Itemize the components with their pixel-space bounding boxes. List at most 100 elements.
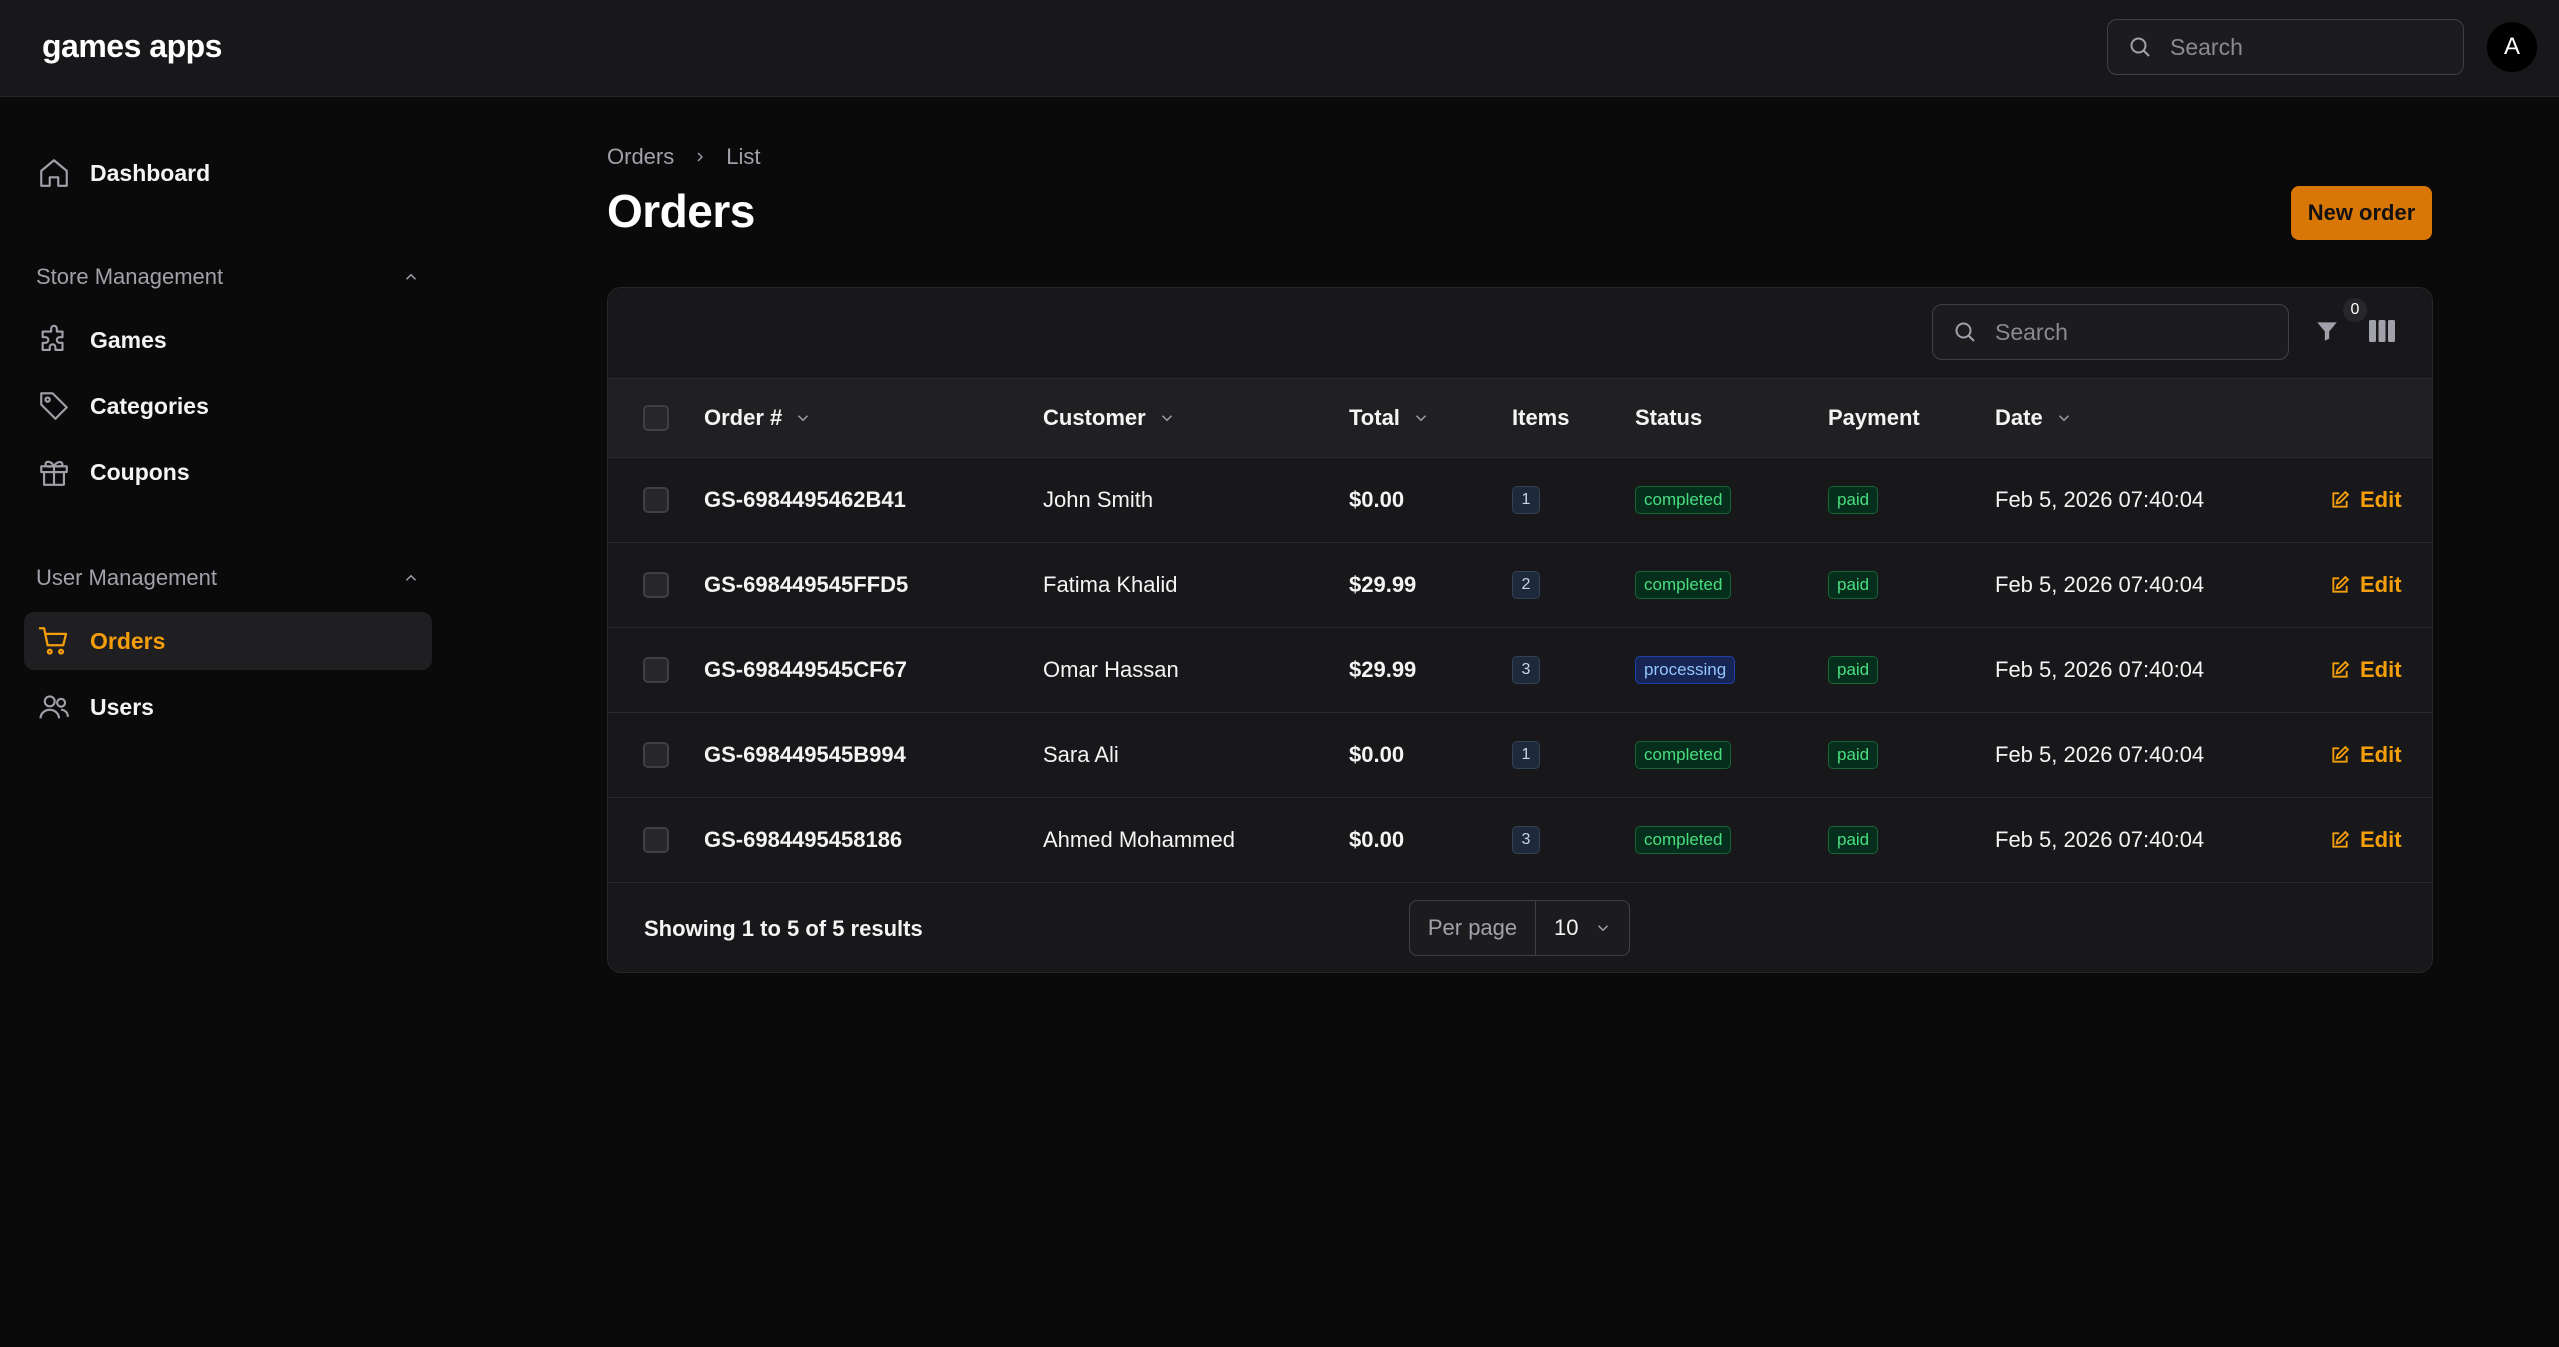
chevron-right-icon bbox=[692, 149, 708, 165]
order-number[interactable]: GS-6984495458186 bbox=[704, 827, 903, 852]
table-search[interactable] bbox=[1932, 304, 2289, 360]
table-header: Order # Customer Total Items Status Paym… bbox=[608, 378, 2432, 458]
edit-link[interactable]: Edit bbox=[2330, 742, 2402, 768]
status-cell: processing bbox=[1635, 628, 1736, 712]
sidebar-group-store[interactable]: Store Management bbox=[36, 257, 420, 297]
edit-link[interactable]: Edit bbox=[2330, 487, 2402, 513]
column-label: Date bbox=[1995, 405, 2043, 430]
per-page-value-wrap[interactable]: 10 bbox=[1536, 915, 1629, 941]
column-label: Items bbox=[1512, 405, 1570, 430]
home-icon bbox=[37, 156, 71, 190]
row-checkbox[interactable] bbox=[643, 572, 669, 598]
breadcrumb: Orders List bbox=[607, 144, 761, 170]
column-header-total[interactable]: Total bbox=[1349, 379, 1430, 457]
payment-badge: paid bbox=[1828, 486, 1879, 514]
payment-badge: paid bbox=[1828, 656, 1879, 684]
sidebar: Dashboard Store Management Games Categor… bbox=[0, 97, 440, 1347]
customer-name: Ahmed Mohammed bbox=[1043, 827, 1235, 852]
chevron-down-icon bbox=[2055, 409, 2073, 427]
items-cell: 3 bbox=[1512, 798, 1540, 882]
table-row: GS-698449545CF67 Omar Hassan $29.99 3 pr… bbox=[608, 628, 2432, 713]
row-checkbox[interactable] bbox=[643, 657, 669, 683]
edit-action[interactable]: Edit bbox=[2330, 713, 2402, 797]
edit-link[interactable]: Edit bbox=[2330, 572, 2402, 598]
sidebar-item-label: Categories bbox=[90, 392, 209, 419]
items-cell: 1 bbox=[1512, 458, 1540, 542]
order-date: Feb 5, 2026 07:40:04 bbox=[1995, 742, 2205, 767]
per-page-value: 10 bbox=[1554, 915, 1579, 940]
edit-action[interactable]: Edit bbox=[2330, 458, 2402, 542]
status-cell: completed bbox=[1635, 543, 1732, 627]
sidebar-item-label: Users bbox=[90, 693, 154, 720]
select-all-checkbox[interactable] bbox=[643, 405, 669, 431]
sidebar-item-dashboard[interactable]: Dashboard bbox=[24, 144, 432, 202]
sidebar-item-label: Dashboard bbox=[90, 159, 211, 186]
brand-logo[interactable]: games apps bbox=[42, 28, 222, 64]
customer-name: Omar Hassan bbox=[1043, 657, 1179, 682]
column-header-order[interactable]: Order # bbox=[704, 379, 812, 457]
search-icon bbox=[2128, 35, 2152, 59]
chevron-down-icon bbox=[1578, 919, 1612, 937]
order-date: Feb 5, 2026 07:40:04 bbox=[1995, 572, 2205, 597]
sidebar-item-label: Games bbox=[90, 326, 167, 353]
edit-action[interactable]: Edit bbox=[2330, 628, 2402, 712]
customer-name: Sara Ali bbox=[1043, 742, 1119, 767]
column-label: Order # bbox=[704, 405, 783, 430]
global-search-input[interactable] bbox=[2168, 32, 2432, 62]
sidebar-item-categories[interactable]: Categories bbox=[24, 377, 432, 435]
new-order-button[interactable]: New order bbox=[2291, 186, 2432, 240]
items-badge: 3 bbox=[1512, 656, 1540, 684]
order-number[interactable]: GS-6984495462B41 bbox=[704, 487, 906, 512]
column-label: Total bbox=[1349, 405, 1400, 430]
sidebar-item-users[interactable]: Users bbox=[24, 678, 432, 736]
table-row: GS-698449545FFD5 Fatima Khalid $29.99 2 … bbox=[608, 543, 2432, 628]
payment-cell: paid bbox=[1828, 458, 1879, 542]
order-number[interactable]: GS-698449545CF67 bbox=[704, 657, 908, 682]
breadcrumb-orders[interactable]: Orders bbox=[607, 144, 675, 169]
sidebar-item-coupons[interactable]: Coupons bbox=[24, 443, 432, 501]
row-checkbox[interactable] bbox=[643, 742, 669, 768]
status-badge: completed bbox=[1635, 826, 1732, 854]
user-avatar[interactable]: A bbox=[2487, 22, 2537, 72]
page-title: Orders bbox=[607, 185, 755, 237]
items-badge: 1 bbox=[1512, 741, 1540, 769]
order-number[interactable]: GS-698449545FFD5 bbox=[704, 572, 909, 597]
edit-label: Edit bbox=[2360, 487, 2402, 512]
column-header-payment: Payment bbox=[1828, 379, 1920, 457]
edit-label: Edit bbox=[2360, 742, 2402, 767]
edit-label: Edit bbox=[2360, 572, 2402, 597]
columns-icon[interactable] bbox=[2368, 318, 2396, 344]
row-checkbox[interactable] bbox=[643, 487, 669, 513]
status-badge: completed bbox=[1635, 571, 1732, 599]
edit-action[interactable]: Edit bbox=[2330, 798, 2402, 882]
items-cell: 3 bbox=[1512, 628, 1540, 712]
per-page-label: Per page bbox=[1410, 901, 1536, 955]
payment-cell: paid bbox=[1828, 713, 1879, 797]
shopping-cart-icon bbox=[37, 624, 71, 658]
sidebar-group-users[interactable]: User Management bbox=[36, 558, 420, 598]
sidebar-item-orders[interactable]: Orders bbox=[24, 612, 432, 670]
table-search-input[interactable] bbox=[1993, 317, 2257, 347]
row-checkbox[interactable] bbox=[643, 827, 669, 853]
order-date: Feb 5, 2026 07:40:04 bbox=[1995, 487, 2205, 512]
table-row: GS-698449545B994 Sara Ali $0.00 1 comple… bbox=[608, 713, 2432, 798]
filter-icon[interactable] bbox=[2314, 316, 2340, 346]
chevron-down-icon bbox=[794, 409, 812, 427]
order-date: Feb 5, 2026 07:40:04 bbox=[1995, 827, 2205, 852]
edit-action[interactable]: Edit bbox=[2330, 543, 2402, 627]
edit-link[interactable]: Edit bbox=[2330, 657, 2402, 683]
column-header-date[interactable]: Date bbox=[1995, 379, 2073, 457]
sidebar-item-label: Coupons bbox=[90, 458, 190, 485]
column-header-customer[interactable]: Customer bbox=[1043, 379, 1176, 457]
status-cell: completed bbox=[1635, 713, 1732, 797]
per-page-select[interactable]: Per page 10 bbox=[1409, 900, 1630, 956]
sidebar-item-games[interactable]: Games bbox=[24, 311, 432, 369]
payment-cell: paid bbox=[1828, 628, 1879, 712]
order-number[interactable]: GS-698449545B994 bbox=[704, 742, 906, 767]
global-search[interactable] bbox=[2107, 19, 2464, 75]
search-icon bbox=[1953, 320, 1977, 344]
status-cell: completed bbox=[1635, 798, 1732, 882]
order-total: $0.00 bbox=[1349, 827, 1405, 852]
edit-link[interactable]: Edit bbox=[2330, 827, 2402, 853]
order-total: $29.99 bbox=[1349, 572, 1417, 597]
